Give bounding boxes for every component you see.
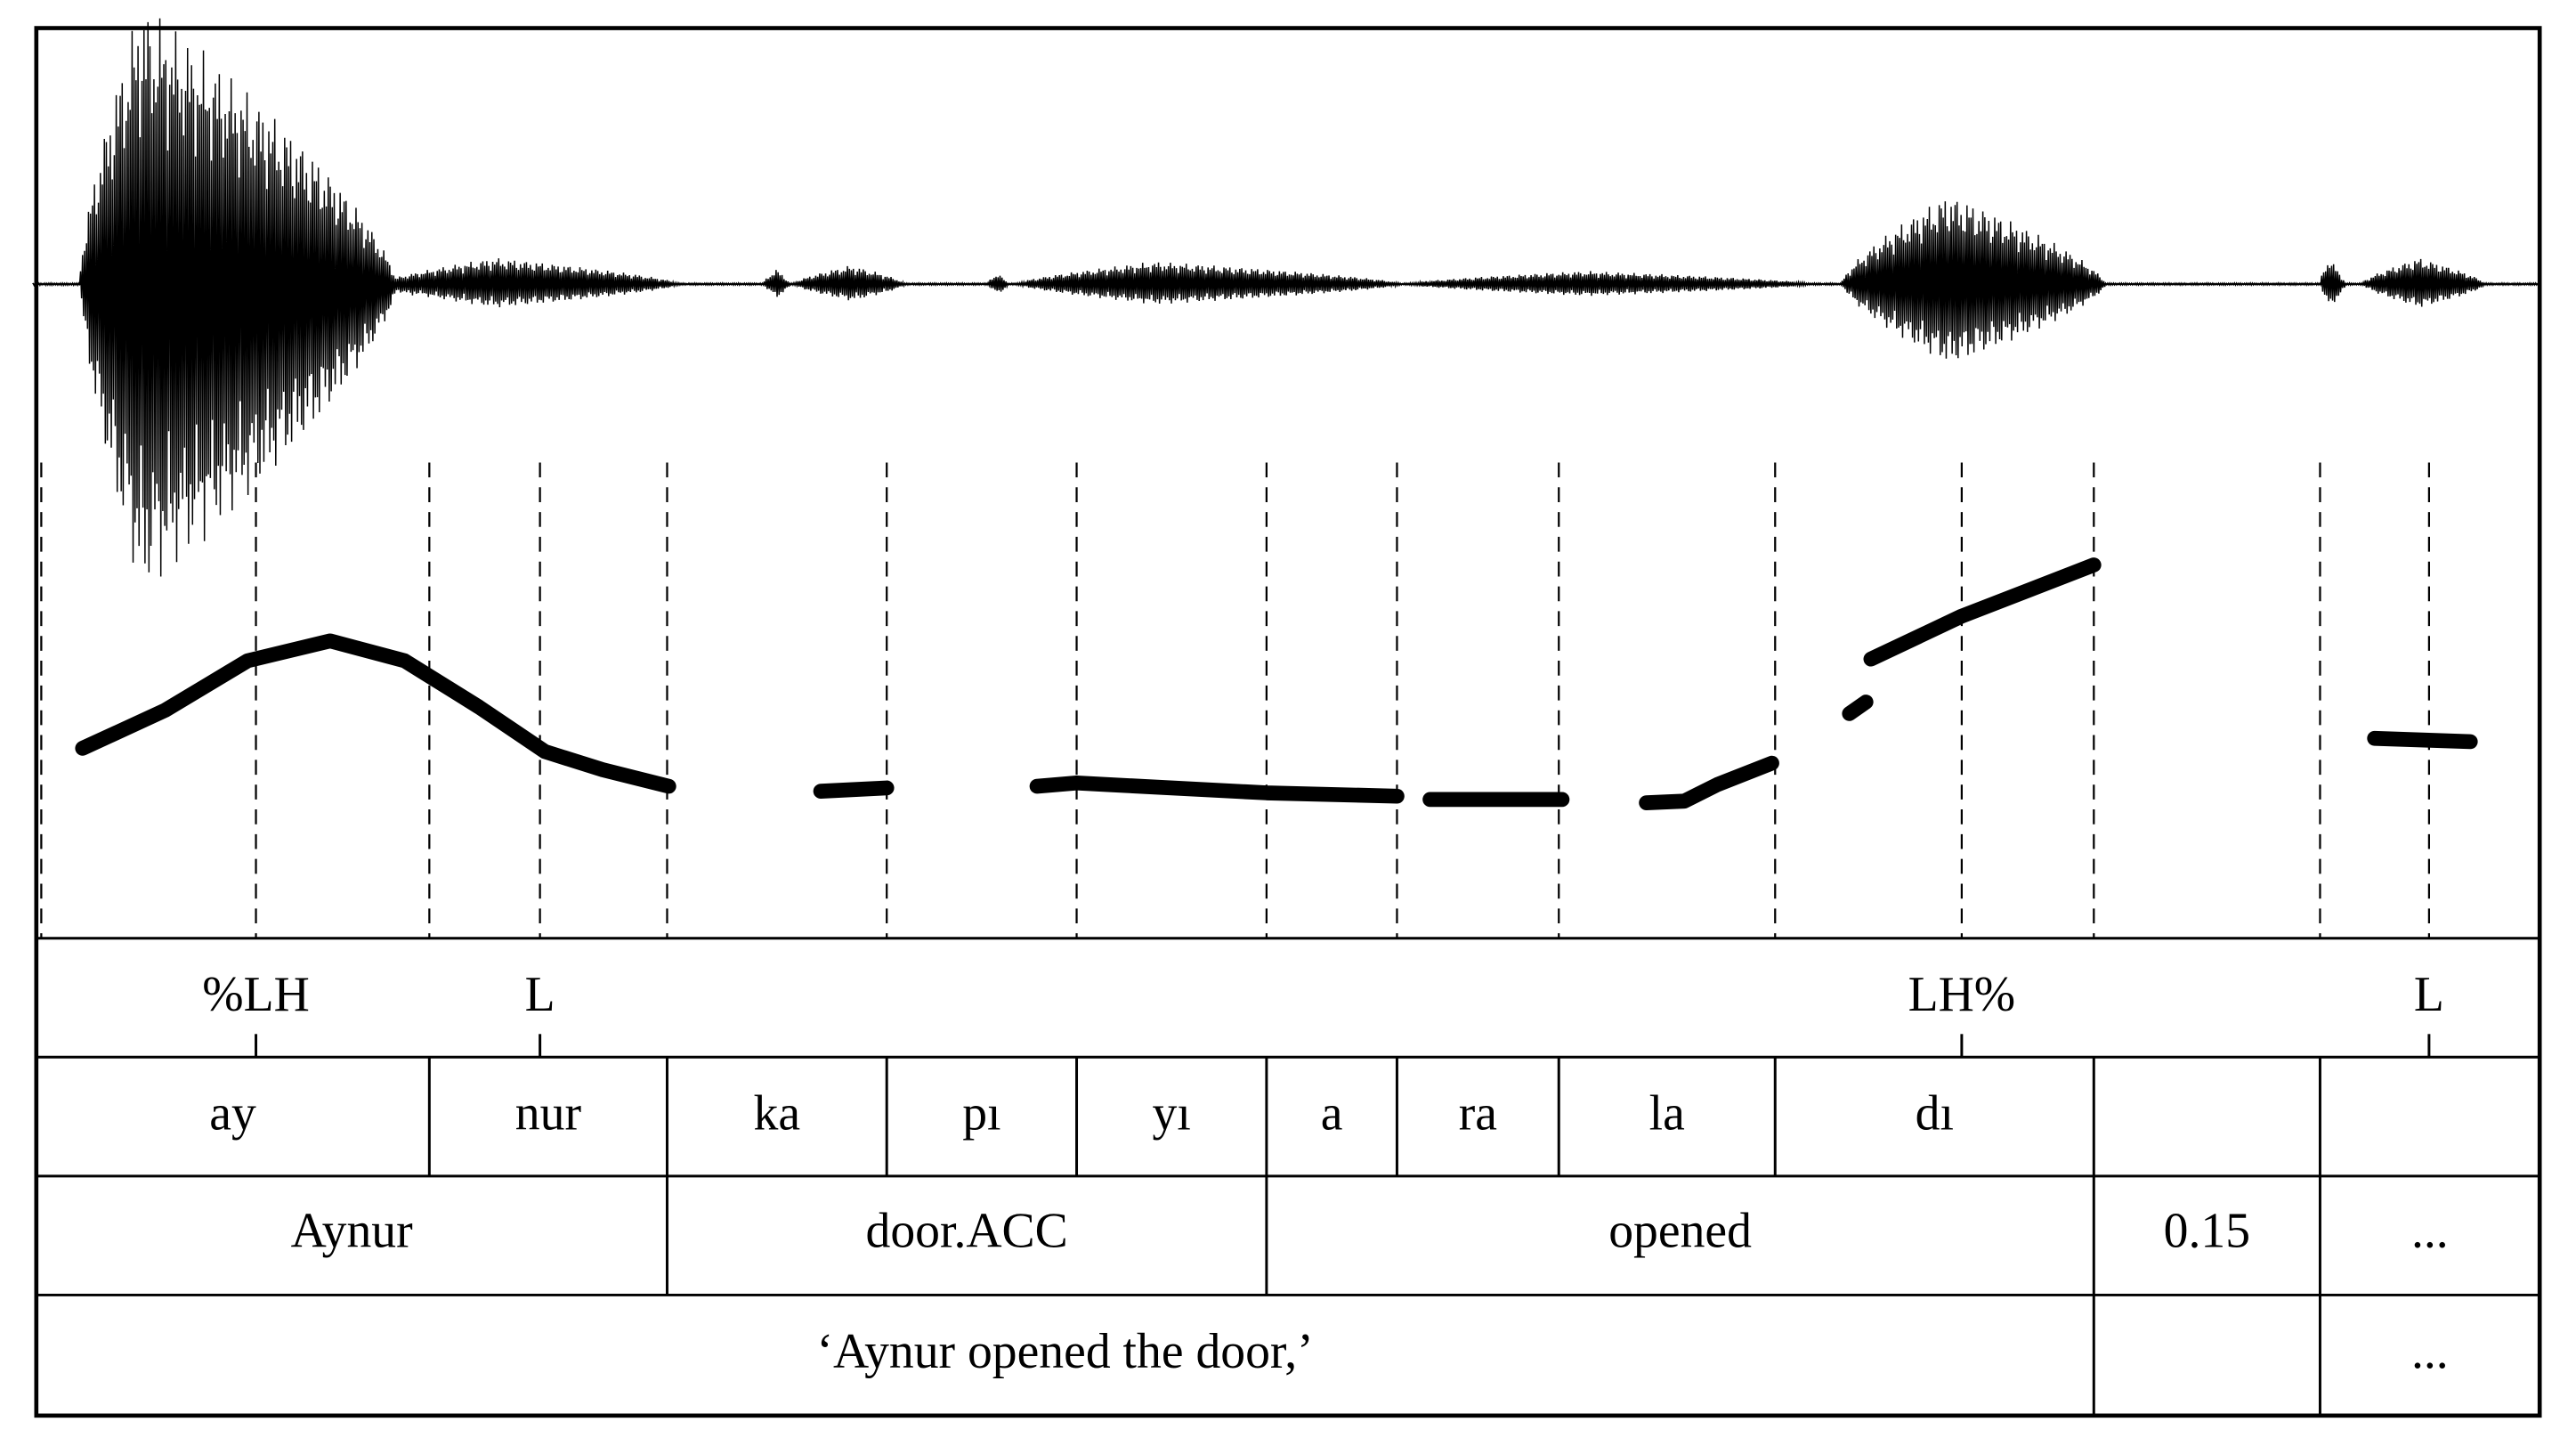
frame	[34, 26, 2542, 1418]
syllable-label: pı	[962, 1086, 1000, 1141]
tone-label: L	[2414, 967, 2444, 1022]
syllable-label: nur	[515, 1086, 582, 1141]
word-label: door.ACC	[866, 1203, 1068, 1258]
pitch-segment	[2367, 730, 2478, 750]
tone-label: L	[525, 967, 555, 1022]
syllable-label: a	[1321, 1086, 1343, 1141]
translation-label: ...	[2411, 1324, 2449, 1379]
boundaries	[40, 462, 2431, 1416]
tone-label: %LH	[202, 967, 310, 1022]
syllable-label: ra	[1459, 1086, 1497, 1141]
syllable-label: dı	[1916, 1086, 1954, 1141]
pitch-segment	[1639, 755, 1779, 810]
pitch-segment	[1842, 695, 1874, 721]
pitch-track	[75, 557, 2478, 810]
tier-labels: %LH L LH% Lay nur ka pı yı a ra la dı Aynur door.ACC o…	[202, 967, 2448, 1379]
translation-label: ‘Aynur opened the door,’	[816, 1324, 1313, 1379]
syllable-label: yı	[1153, 1086, 1191, 1141]
word-label: 0.15	[2164, 1203, 2250, 1258]
pitch-segment	[75, 633, 676, 794]
waveform	[32, 18, 2540, 577]
syllable-label: ka	[754, 1086, 801, 1141]
word-label: opened	[1608, 1203, 1752, 1258]
tone-label: LH%	[1908, 967, 2016, 1022]
word-label: Aynur	[291, 1203, 414, 1258]
word-label: ...	[2411, 1203, 2449, 1258]
pitch-segment	[1029, 775, 1405, 804]
syllable-label: la	[1649, 1086, 1685, 1141]
syllable-label: ay	[209, 1086, 256, 1141]
pitch-segment	[813, 780, 895, 799]
